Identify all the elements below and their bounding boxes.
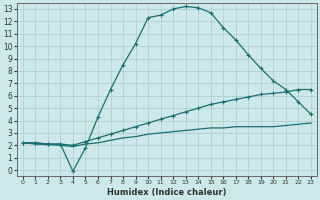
X-axis label: Humidex (Indice chaleur): Humidex (Indice chaleur) xyxy=(107,188,227,197)
